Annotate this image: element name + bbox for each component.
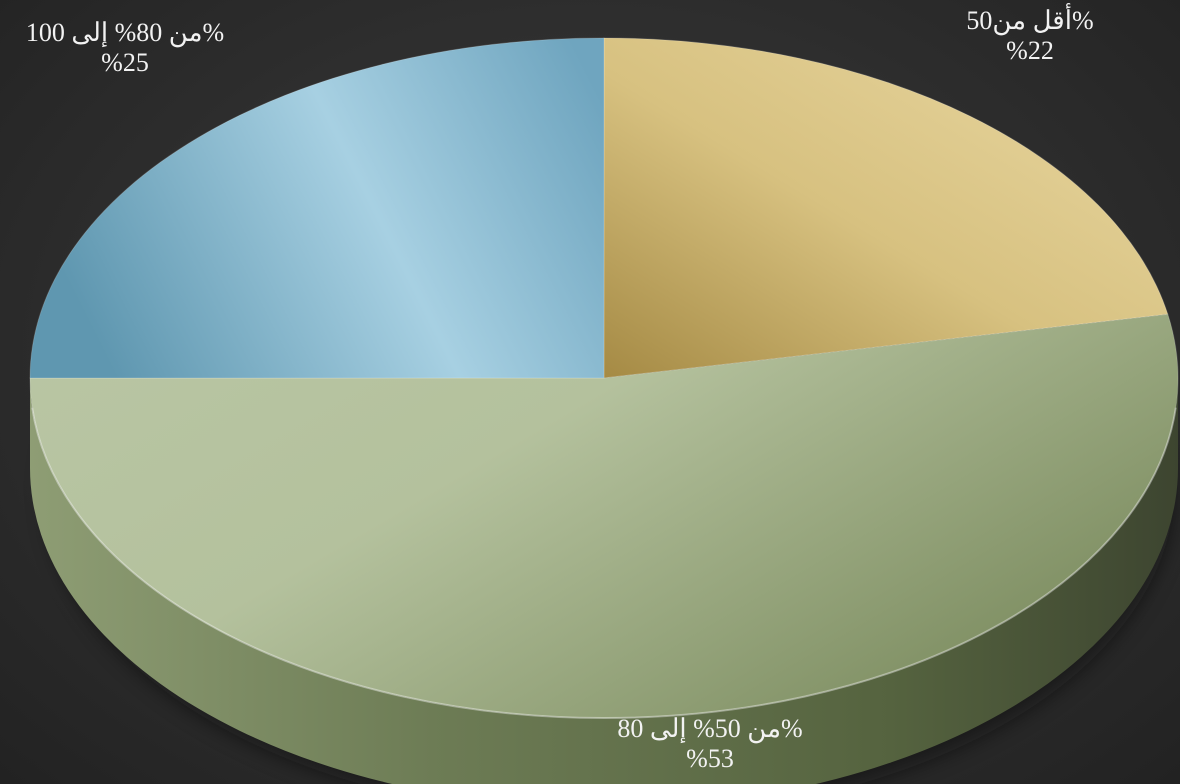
slice-value-text: %25 xyxy=(101,48,149,77)
slice-label-50-to-80: من 50% إلى 80% %53 xyxy=(560,714,860,774)
slice-label-text: من 50% إلى 80% xyxy=(617,714,803,743)
pie-rim-highlight xyxy=(31,407,1177,720)
slice-value-text: %53 xyxy=(686,744,734,773)
slice-label-80-to-100: من 80% إلى 100% %25 xyxy=(0,18,250,78)
slice-label-less-than-50: أقل من50% %22 xyxy=(900,6,1160,66)
pie-slice-1 xyxy=(29,313,1179,719)
pie-slice-2 xyxy=(29,37,605,379)
pie-slice-0 xyxy=(603,37,1169,379)
pie-side-wall xyxy=(30,378,1178,784)
slice-label-text: من 80% إلى 100% xyxy=(25,18,225,47)
slice-label-text: أقل من50% xyxy=(966,6,1094,35)
slice-value-text: %22 xyxy=(1006,36,1054,65)
